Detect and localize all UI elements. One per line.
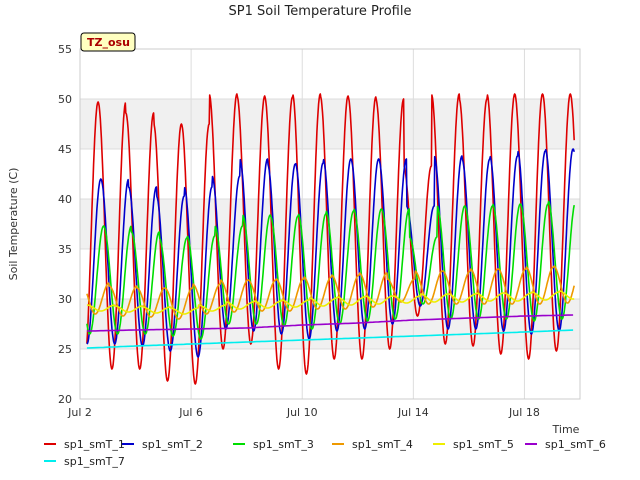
- y-axis-ticks: 20 25 30 35 40 45 50 55: [58, 43, 72, 406]
- x-tick-label-2: Jul 2: [67, 406, 92, 419]
- site-annotation: TZ_osu: [80, 32, 136, 52]
- y-tick-label-40: 40: [58, 193, 72, 206]
- x-axis-label: Time: [552, 423, 580, 436]
- plot-frame: [79, 48, 581, 400]
- y-tick-label-20: 20: [58, 393, 72, 406]
- x-axis-ticks: Jul 2 Jul 6 Jul 10 Jul 14 Jul 18: [67, 406, 540, 419]
- y-tick-label-45: 45: [58, 143, 72, 156]
- series-line-sp1_smT_2: [86, 148, 575, 358]
- x-tick-label-6: Jul 6: [178, 406, 203, 419]
- legend-label-sp1_smT_3: sp1_smT_3: [253, 438, 314, 451]
- y-axis-label: Soil Temperature (C): [7, 168, 20, 281]
- legend-label-sp1_smT_5: sp1_smT_5: [453, 438, 514, 451]
- y-tick-label-25: 25: [58, 343, 72, 356]
- legend: sp1_smT_1 sp1_smT_2 sp1_smT_3 sp1_smT_4 sp1_…: [44, 438, 606, 468]
- x-tick-label-18: Jul 18: [508, 406, 540, 419]
- legend-label-sp1_smT_1: sp1_smT_1: [64, 438, 125, 451]
- x-tick-label-14: Jul 14: [397, 406, 429, 419]
- series-line-sp1_smT_4: [86, 265, 575, 320]
- legend-label-sp1_smT_6: sp1_smT_6: [545, 438, 606, 451]
- series-layer: [86, 93, 575, 385]
- series-line-sp1_smT_7: [86, 329, 574, 349]
- y-tick-label-55: 55: [58, 43, 72, 56]
- band-45: [80, 99, 580, 149]
- y-tick-label-50: 50: [58, 93, 72, 106]
- annotation-box: [80, 32, 136, 52]
- x-tick-label-10: Jul 10: [286, 406, 318, 419]
- series-line-sp1_smT_5: [86, 290, 575, 315]
- legend-label-sp1_smT_4: sp1_smT_4: [352, 438, 413, 451]
- annotation-label: TZ_osu: [87, 36, 130, 49]
- series-line-sp1_smT_6: [86, 314, 574, 332]
- series-line-sp1_smT_1: [86, 93, 575, 385]
- legend-label-sp1_smT_2: sp1_smT_2: [142, 438, 203, 451]
- series-line-sp1_smT_3: [86, 200, 575, 340]
- chart-title: SP1 Soil Temperature Profile: [229, 4, 412, 19]
- y-tick-label-30: 30: [58, 293, 72, 306]
- plot-background: [80, 49, 580, 399]
- y-tick-label-35: 35: [58, 243, 72, 256]
- legend-label-sp1_smT_7: sp1_smT_7: [64, 455, 125, 468]
